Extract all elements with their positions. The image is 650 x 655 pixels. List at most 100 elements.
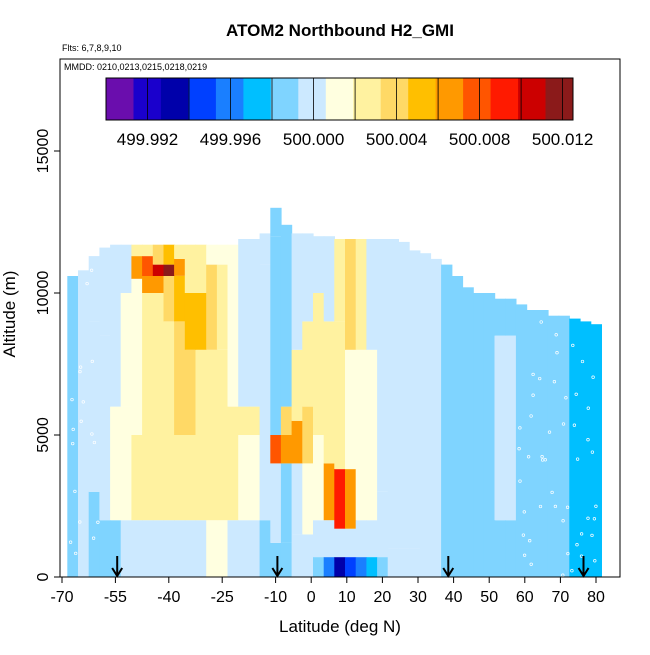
heatmap-cell [280, 435, 293, 464]
heatmap-cell [142, 276, 154, 293]
colorbar-segment [215, 78, 244, 120]
colorbar-segment [490, 78, 519, 120]
sample-dot [571, 343, 575, 348]
heatmap-cell [270, 435, 282, 464]
heatmap-cell [323, 321, 335, 464]
sample-dot [79, 419, 83, 423]
x-tick-label: -40 [157, 589, 180, 606]
colorbar-segment [298, 78, 327, 120]
x-tick-label: 10 [338, 589, 356, 606]
arrow-head [442, 567, 455, 578]
heatmap-cell [120, 520, 132, 577]
heatmap-cell [238, 520, 250, 577]
heatmap-cell [152, 244, 165, 265]
heatmap-cell [142, 520, 154, 577]
sample-dot [575, 543, 579, 547]
heatmap-cell [174, 435, 186, 521]
sample-dot [579, 532, 584, 536]
heatmap-cell [195, 520, 207, 577]
sample-dot [68, 540, 73, 544]
x-tick-label: 70 [552, 589, 570, 606]
sample-dot [526, 455, 531, 459]
heatmap-cell [323, 557, 335, 577]
heatmap-cell [280, 463, 293, 543]
sample-dot [522, 510, 526, 514]
sample-dot [90, 432, 94, 436]
heatmap-cell [142, 293, 154, 435]
heatmap-cell [131, 435, 143, 521]
heatmap-cell [366, 239, 378, 350]
heatmap-cell [355, 435, 367, 521]
heatmap-cell [302, 534, 314, 577]
heatmap-cell [259, 520, 271, 577]
sample-dot [92, 440, 97, 445]
heatmap-cell [248, 406, 261, 435]
sample-dot [540, 455, 544, 459]
x-tick-label: 50 [480, 589, 498, 606]
sample-dot [565, 505, 570, 509]
heatmap-cell [345, 528, 357, 558]
sample-dot [81, 400, 85, 404]
heatmap-cell [78, 270, 90, 577]
heatmap-cell [313, 293, 325, 435]
heatmap-cell [505, 298, 517, 336]
heatmap-cell [248, 520, 261, 577]
heatmap-cell [291, 534, 303, 577]
colorbar-segment [325, 78, 354, 120]
heatmap-cell [152, 435, 165, 521]
heatmap-cell [280, 224, 293, 407]
heatmap-cell [120, 406, 132, 521]
colorbar-segment [353, 78, 382, 120]
heatmap-cell [270, 542, 282, 577]
heatmap-cell [131, 278, 143, 435]
heatmap-cell [345, 557, 357, 577]
heatmap-cell [419, 253, 432, 577]
sample-dot [529, 562, 533, 566]
sample-dot [517, 447, 521, 451]
sample-dot [518, 426, 522, 430]
sample-dot [566, 551, 570, 556]
heatmap-cell [152, 293, 165, 435]
sample-dot [90, 359, 94, 364]
heatmap-cell [174, 244, 186, 259]
heatmap-cell [206, 435, 218, 521]
heatmap-cell [345, 469, 357, 529]
heatmap-cell [451, 276, 464, 577]
heatmap-cell [227, 435, 239, 521]
heatmap-cell [398, 548, 410, 577]
heatmap-cell [313, 236, 325, 293]
x-tick-label: 60 [516, 589, 534, 606]
heatmap-cell [387, 239, 399, 549]
colorbar-segment [106, 78, 134, 120]
heatmap-cell [195, 293, 207, 350]
heatmap-cell [302, 321, 314, 407]
heatmap-cell [259, 435, 271, 521]
heatmap-cell [313, 557, 325, 577]
colorbar-tick-label: 500.000 [283, 130, 344, 149]
heatmap-cell [334, 321, 346, 470]
heatmap-cell [259, 264, 271, 435]
x-tick-label: 80 [587, 589, 605, 606]
heatmap-cell [184, 244, 197, 293]
sample-dot [570, 569, 574, 573]
heatmap-cell [334, 469, 346, 529]
heatmap-cell [302, 463, 314, 535]
colorbar-segment [243, 78, 272, 120]
sample-dot [91, 536, 96, 540]
sample-dot [85, 281, 89, 286]
heatmap-cell [377, 491, 389, 558]
heatmap-cell [323, 236, 335, 322]
heatmap-cell [142, 435, 154, 521]
colorbar-segment [435, 78, 464, 120]
heatmap-cell [473, 293, 485, 577]
heatmap-cell [216, 520, 229, 577]
heatmap-cell [291, 463, 303, 535]
heatmap-cell [323, 463, 335, 521]
heatmap-cell [280, 406, 293, 435]
sample-dot [96, 520, 100, 524]
heatmap-cell [163, 264, 175, 276]
heatmap-cell [345, 349, 357, 470]
heatmap-cell [259, 233, 271, 265]
heatmap-cell [302, 406, 314, 464]
